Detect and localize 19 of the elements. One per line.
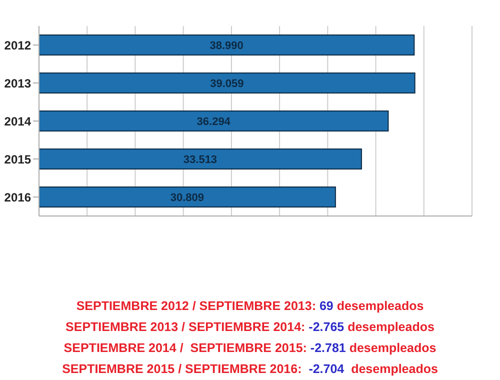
data-label: 33.513 [183, 154, 218, 166]
bar [39, 148, 362, 170]
text: SEPTIEMBRE 2012 / SEPTIEMBRE 2013: 69 desempleados [75, 298, 425, 315]
data-label: 36.294 [196, 116, 232, 128]
bar [39, 110, 389, 132]
y-tick-label: 2013 [4, 76, 32, 90]
data-label: 39.059 [210, 78, 244, 90]
y-tick-label: 2016 [4, 190, 32, 204]
bar [39, 72, 416, 94]
data-label: 38.990 [210, 40, 244, 52]
y-tick-label: 2015 [4, 152, 32, 166]
y-tick-label: 2014 [4, 114, 32, 128]
y-tick-label: 2012 [4, 38, 32, 52]
data-label: 30.809 [170, 192, 204, 204]
bar [39, 186, 336, 208]
text: SEPTIEMBRE 2014 / SEPTIEMBRE 2015: -2.781 desempleados [62, 340, 438, 357]
text: SEPTIEMBRE 2015 / SEPTIEMBRE 2016: -2.704 desempleados [61, 361, 439, 378]
bar [39, 34, 415, 56]
text: SEPTIEMBRE 2013 / SEPTIEMBRE 2014: -2.765 desempleados [64, 319, 436, 336]
